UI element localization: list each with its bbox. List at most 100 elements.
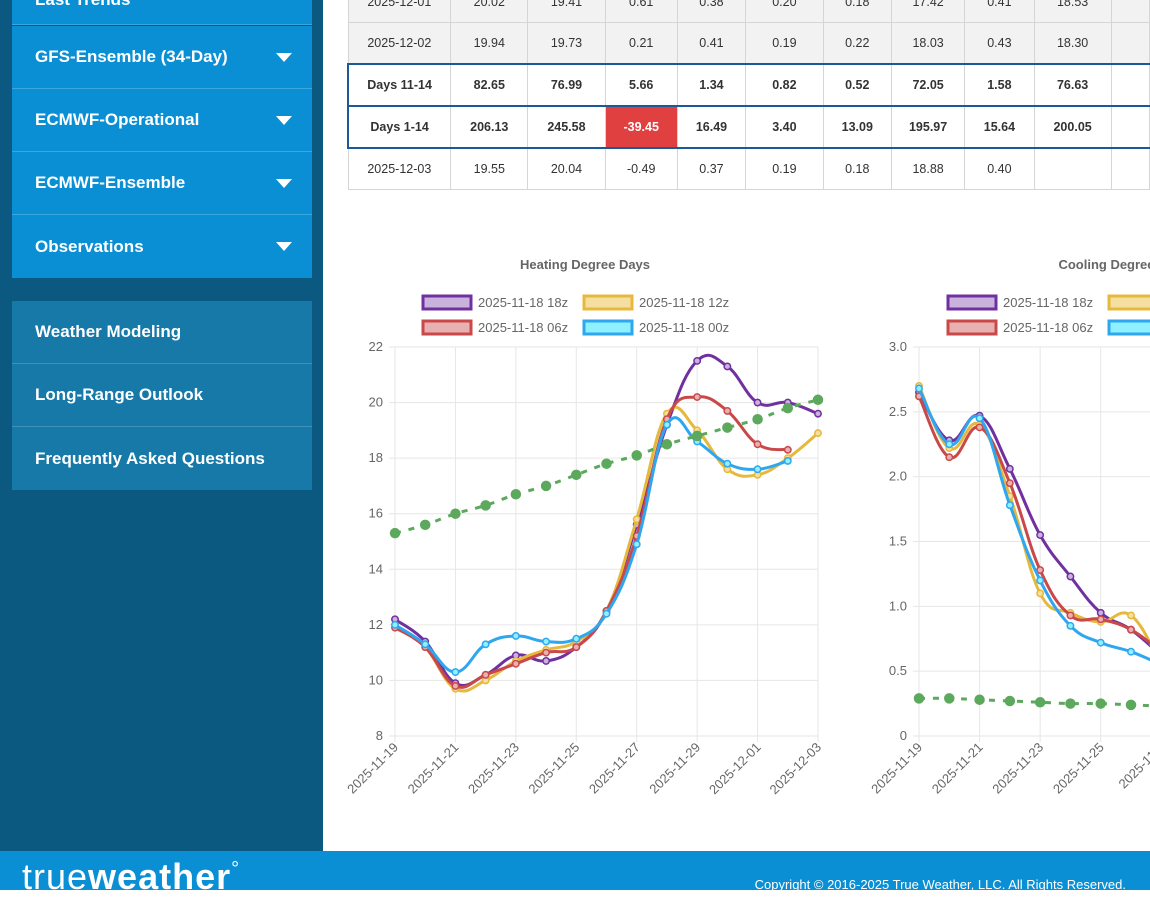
table-cell: 0.18 [822,147,892,190]
logo[interactable]: trueweather° [22,859,240,895]
table-cell: 19.73 [527,22,606,65]
sidebar-menu-ecmwf-operational[interactable]: ECMWF-Operational [12,89,312,152]
y-tick-label: 3.0 [889,339,907,354]
series-line [394,416,789,674]
chevron-down-icon[interactable] [276,115,292,125]
x-tick-label: 2025-12-01 [706,740,764,798]
y-tick-label: 12 [369,617,383,632]
data-point [753,398,762,407]
table-cell: 15.64 [964,105,1035,149]
data-point [572,634,581,643]
y-tick-label: 0.5 [889,663,907,678]
data-point [542,637,551,646]
table-cell: 18.88 [890,147,966,190]
series-line [917,387,1150,662]
data-point [540,480,552,492]
table-cell: 0.52 [822,63,892,107]
data-point [975,414,984,423]
table-cell: 0.82 [745,63,824,107]
table-row-label: 2025-12-01 [347,0,452,23]
data-point [451,682,460,690]
x-tick-label: 2025-11-19 [344,740,401,797]
table-cell: 18.03 [890,22,966,65]
legend-label: 2025-11-18 18z [1003,295,1093,310]
y-tick-label: 0 [900,728,907,743]
table-cell: 0.41 [964,0,1035,23]
series-line [917,385,1150,646]
sidebar-link-label: Frequently Asked Questions [35,448,265,468]
data-point [1066,621,1075,630]
y-tick-label: 1.5 [889,534,907,549]
x-tick-label: 2025-11-2 [1116,740,1150,792]
table-cell: -39.45 [604,105,678,149]
data-point [723,459,732,468]
data-point [1096,608,1105,617]
data-point [1005,501,1014,510]
data-point [1127,625,1135,634]
data-point [723,406,732,415]
data-point [693,356,702,365]
table-cell: 0.40 [964,147,1035,190]
legend-label: 2025-11-18 00z [639,320,729,335]
table-cell: 0.41 [676,22,747,65]
logo-dot-icon: ° [231,858,241,880]
chevron-down-icon[interactable] [276,178,292,188]
data-point [1127,647,1135,656]
data-point [753,465,762,474]
table-cell: 200.05 [1033,105,1112,149]
y-tick-label: 8 [376,728,383,743]
legend-swatch [946,294,998,311]
data-point [752,413,763,425]
data-point [814,409,822,418]
series-line [917,395,1150,645]
chevron-down-icon[interactable] [276,52,292,62]
table-cell: 0.19 [745,147,824,190]
sidebar-menu-observations[interactable]: Observations [12,215,312,278]
table-cell: 1.34 [676,63,747,107]
data-point [783,445,792,454]
table-cell: 5.66 [604,63,678,107]
table-row-label: 2025-12-03 [347,147,452,190]
legend-swatch [421,319,473,336]
data-point [542,648,551,657]
data-point [391,620,399,629]
data-point [632,540,641,549]
x-tick-label: 2025-11-25 [525,740,582,797]
sidebar-link-faq[interactable]: Frequently Asked Questions [12,427,312,490]
sidebar-item-last-trends[interactable]: Last Trends [12,0,312,25]
sidebar-menu-ecmwf-ensemble[interactable]: ECMWF-Ensemble [12,152,312,215]
table-cell [1110,147,1150,190]
degree-days-table: 2025-12-01 20.02 19.41 0.61 0.38 0.20 0.18 17.4… [347,0,1150,190]
table-cell: 20.04 [527,147,606,190]
y-tick-label: 16 [369,506,383,521]
table-row: 2025-12-01 20.02 19.41 0.61 0.38 0.20 0.18 17.4… [347,0,1150,23]
series-line [394,395,789,689]
sidebar-item-label: Last Trends [35,0,312,10]
x-tick-label: 2025-11-23 [465,740,522,797]
data-point [915,384,923,393]
table-cell: 195.97 [890,105,966,149]
sidebar-link-long-range-outlook[interactable]: Long-Range Outlook [12,364,312,427]
y-tick-label: 18 [369,450,383,465]
x-tick-label: 2025-11-27 [586,740,643,797]
logo-text-thin: true [22,856,89,897]
table-cell: 1.58 [964,63,1035,107]
table-cell: 245.58 [527,105,606,149]
data-point [723,362,732,371]
table-row: 2025-12-02 19.94 19.73 0.21 0.41 0.19 0.22 18.0… [347,22,1150,65]
sidebar-item-label: Observations [35,236,144,256]
sidebar-link-weather-modeling[interactable]: Weather Modeling [12,301,312,364]
sidebar-menu-gfs-ensemble[interactable]: GFS-Ensemble (34-Day) [12,26,312,89]
data-point [1036,531,1045,539]
data-point [1125,699,1137,711]
data-point [1034,697,1046,708]
data-point [944,693,955,704]
data-point [975,423,984,432]
data-point [945,453,954,462]
data-point [1066,611,1075,620]
y-tick-label: 10 [369,672,383,687]
table-cell: 76.99 [527,63,606,107]
table-cell: 16.49 [676,105,747,149]
data-point [1005,479,1014,488]
chevron-down-icon[interactable] [276,242,292,251]
